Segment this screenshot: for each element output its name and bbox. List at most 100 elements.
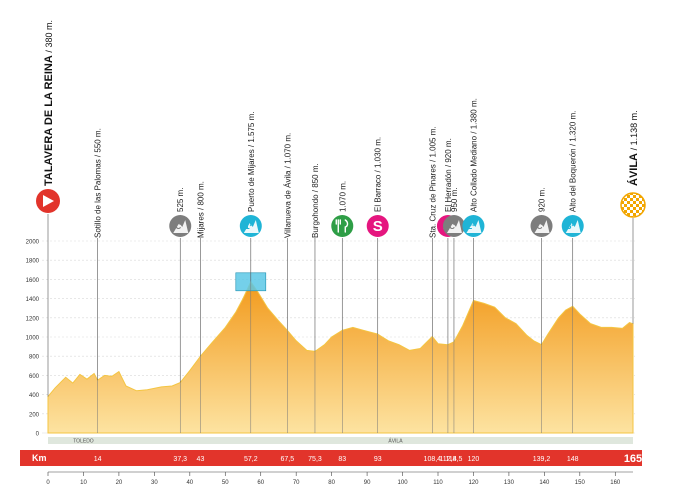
- finish-checker-icon: [620, 192, 646, 218]
- x-tick-label: 30: [151, 480, 158, 486]
- y-tick-label: 600: [29, 374, 40, 380]
- fork-knife-icon: [335, 219, 349, 233]
- x-tick-label: 50: [222, 480, 229, 486]
- mountain-icon: [466, 220, 482, 233]
- waypoint-label: El Herradón / 920 m.: [444, 138, 453, 212]
- region-strip: [48, 437, 633, 444]
- waypoint-label: El Barraco / 1.030 m.: [374, 137, 383, 212]
- waypoint-label: Sotillo de las Palomas / 550 m.: [94, 128, 103, 238]
- elevation-area: [47, 280, 634, 434]
- x-tick-label: 140: [539, 480, 550, 486]
- waypoint-km-label: 83: [338, 456, 346, 463]
- label-layer: Sotillo de las Palomas / 550 m. 525 m. Mij…: [43, 20, 640, 238]
- region-label: ÁVILA: [388, 438, 403, 445]
- start-arrow-icon: [36, 189, 60, 213]
- badge-text: S: [373, 218, 383, 235]
- marker-layer: C1ªSSC2ªC3ª: [36, 189, 646, 433]
- km-axis-label: Km: [32, 453, 47, 463]
- climb-category-badge: 3ª: [561, 215, 584, 237]
- mountain-icon: [446, 220, 462, 233]
- waypoint-label: Burgohondo / 850 m.: [311, 163, 320, 238]
- start-altitude: / 380 m.: [44, 20, 54, 53]
- climb-c-badge: C: [169, 215, 192, 237]
- waypoint-km-label: 114,5: [445, 456, 462, 463]
- x-tick-label: 90: [364, 480, 371, 486]
- waypoint-km-label: 93: [374, 456, 382, 463]
- waypoint-label: Alto del Boquerón / 1.320 m.: [569, 111, 578, 212]
- finish-circle: [620, 192, 646, 218]
- finish-name: ÁVILA: [627, 150, 640, 186]
- mountain-icon: [173, 220, 189, 233]
- x-tick-label: 10: [80, 480, 87, 486]
- x-tick-label: 100: [398, 480, 409, 486]
- x-tick-label: 70: [293, 480, 300, 486]
- y-tick-label: 400: [29, 393, 40, 399]
- waypoint-label: Sta. Cruz de Pinares / 1.005 m.: [428, 126, 437, 238]
- x-tick-label: 20: [116, 480, 123, 486]
- mountain-icon: [243, 220, 259, 233]
- waypoint-label: Alto Collado Mediano / 1.380 m.: [469, 98, 478, 212]
- waypoint-label: Villanueva de Ávila / 1.070 m.: [283, 133, 292, 238]
- y-tick-label: 1400: [26, 297, 40, 303]
- finish-label: ÁVILA / 1.138 m.: [627, 110, 640, 186]
- waypoint-km-label: 75,3: [308, 456, 322, 463]
- km-total-label: 165: [624, 453, 642, 465]
- x-tick-label: 130: [504, 480, 515, 486]
- badge-text: C: [175, 222, 181, 231]
- waypoint-km-label: 148: [567, 456, 579, 463]
- waypoint-km-label: 57,2: [244, 456, 258, 463]
- badge-circle: [331, 215, 354, 237]
- start-name: TALAVERA DE LA REINA: [43, 53, 55, 186]
- y-tick-label: 800: [29, 355, 40, 361]
- x-tick-label: 60: [257, 480, 264, 486]
- badge-circle: [366, 215, 389, 237]
- waypoint-km-label: 139,2: [533, 456, 551, 463]
- waypoint-label: 920 m.: [538, 188, 547, 212]
- waypoint-km-label: 43: [197, 456, 205, 463]
- waypoint-label: Mijares / 800 m.: [196, 181, 205, 238]
- sprint-badge: S: [366, 215, 389, 237]
- x-tick-label: 150: [575, 480, 586, 486]
- y-tick-label: 1000: [26, 336, 40, 342]
- y-tick-label: 0: [36, 432, 40, 438]
- x-tick-label: 80: [328, 480, 335, 486]
- y-tick-label: 1200: [26, 316, 40, 322]
- badge-text: 3ª: [567, 221, 576, 231]
- mountain-icon: [565, 220, 581, 233]
- y-tick-label: 1800: [26, 259, 40, 265]
- waypoint-label: 525 m.: [176, 188, 185, 212]
- y-tick-label: 200: [29, 412, 40, 418]
- x-tick-label: 120: [468, 480, 479, 486]
- y-tick-label: 1600: [26, 278, 40, 284]
- region-label: TOLEDO: [73, 439, 94, 445]
- badge-text: 2ª: [467, 221, 476, 231]
- axis-layer: 0200400600800100012001400160018002000TOL…: [20, 240, 642, 486]
- start-label: TALAVERA DE LA REINA / 380 m.: [43, 20, 55, 186]
- climb-c-badge: C: [530, 215, 553, 237]
- badge-text: 1ª: [245, 221, 254, 231]
- waypoint-km-label: 120: [468, 456, 480, 463]
- km-bar: [20, 450, 642, 466]
- x-tick-label: 160: [610, 480, 621, 486]
- x-tick-label: 110: [433, 480, 443, 486]
- finish-altitude: / 1.138 m.: [629, 110, 639, 150]
- badge-text: C: [449, 222, 455, 231]
- climb-c-badge: C: [442, 215, 465, 237]
- feed-zone-icon: [331, 215, 354, 237]
- waypoint-km-label: 37,3: [173, 456, 187, 463]
- area-layer: [47, 272, 634, 434]
- waypoint-label: 950 m.: [450, 188, 459, 212]
- waypoint-label: 1.070 m.: [338, 181, 347, 212]
- badge-text: C: [537, 222, 543, 231]
- x-tick-label: 0: [46, 480, 50, 486]
- waypoint-km-label: 112,8: [439, 456, 456, 463]
- mountain-icon: [534, 220, 550, 233]
- waypoint-label: Puerto de Mijares / 1.575 m.: [247, 112, 256, 212]
- y-tick-label: 2000: [26, 240, 40, 246]
- climb-category-badge: 2ª: [462, 215, 485, 237]
- climb-category-badge: 1ª: [239, 215, 262, 237]
- waypoint-km-label: 14: [94, 456, 102, 463]
- waypoint-km-label: 108,4: [424, 456, 442, 463]
